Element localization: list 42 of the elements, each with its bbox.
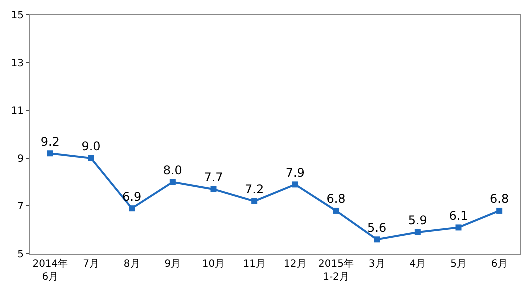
data-label: 7.7: [204, 170, 224, 185]
data-label: 7.9: [286, 166, 305, 180]
point: [252, 198, 258, 204]
x-tick-label: 7月: [83, 259, 100, 270]
data-label: 6.8: [326, 192, 346, 206]
point: [88, 155, 94, 162]
data-label: 9.2: [40, 134, 60, 149]
x-tick-label: 2014年 6月: [32, 258, 68, 283]
x-tick-label: 5月: [450, 259, 467, 270]
x-tick-label: 3月: [368, 259, 386, 270]
point: [170, 179, 176, 186]
point: [210, 186, 217, 192]
data-label: 5.6: [368, 220, 387, 235]
point: [496, 208, 503, 214]
y-tick-label: 9: [18, 154, 24, 165]
data-label: 6.1: [449, 208, 468, 223]
point: [414, 229, 421, 236]
data-label: 6.9: [122, 190, 142, 204]
data-label: 9.0: [82, 140, 101, 154]
x-tick-label: 6月: [491, 259, 508, 270]
x-tick-label: 11月: [243, 259, 266, 270]
y-tick-label: 7: [18, 202, 24, 213]
point: [374, 236, 380, 243]
x-tick-label: 4月: [410, 259, 426, 270]
y-tick-label: 15: [11, 10, 24, 22]
point: [292, 182, 298, 188]
data-label: 6.8: [490, 192, 510, 206]
point: [333, 208, 340, 214]
x-tick-label: 10月: [202, 259, 226, 270]
y-tick-label: 5: [18, 250, 24, 260]
point: [47, 150, 54, 157]
x-tick-label: 9月: [164, 259, 182, 270]
x-tick-label: 8月: [124, 259, 140, 270]
x-tick-label: 2015年 1-2月: [318, 258, 354, 283]
data-label: 8.0: [163, 164, 182, 178]
y-tick-label: 13: [11, 58, 24, 70]
data-label: 5.9: [408, 214, 428, 228]
point: [129, 206, 136, 212]
data-label: 7.2: [245, 182, 264, 197]
x-tick-label: 12月: [284, 259, 307, 270]
point: [456, 224, 462, 231]
y-tick-label: 11: [11, 106, 24, 118]
